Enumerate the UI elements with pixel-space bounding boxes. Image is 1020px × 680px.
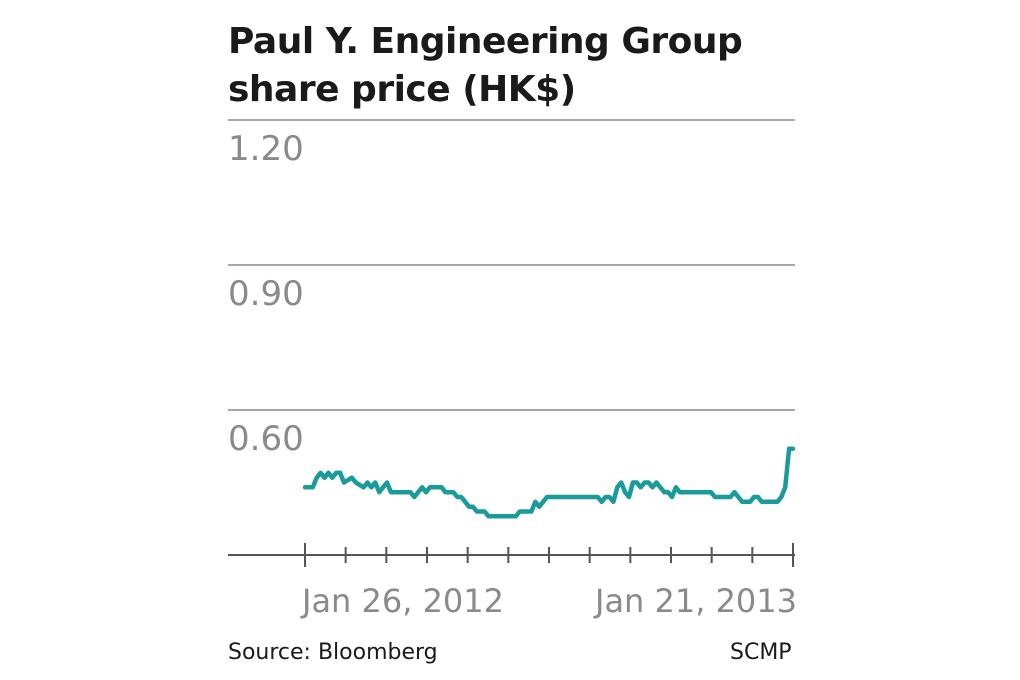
y-tick-label: 0.60	[228, 419, 304, 459]
chart-title: Paul Y. Engineering Group share price (H…	[228, 18, 743, 114]
series	[302, 446, 796, 519]
x-tick-label: Jan 26, 2012	[300, 582, 504, 620]
y-tick-label: 1.20	[228, 129, 304, 169]
y-tick-label: 0.90	[228, 274, 304, 314]
x-axis	[228, 543, 795, 567]
chart-title-line-2: share price (HK$)	[228, 69, 576, 110]
x-tick-label: Jan 21, 2013	[593, 582, 797, 620]
grid-lines	[228, 119, 795, 411]
credit-note: SCMP	[730, 640, 792, 665]
series-line	[302, 446, 796, 519]
chart-title-line-1: Paul Y. Engineering Group	[228, 21, 743, 62]
y-tick-labels: 1.20 0.90 0.60	[228, 129, 304, 459]
x-tick-labels: Jan 26, 2012 Jan 21, 2013	[300, 582, 797, 620]
source-note: Source: Bloomberg	[228, 640, 438, 665]
